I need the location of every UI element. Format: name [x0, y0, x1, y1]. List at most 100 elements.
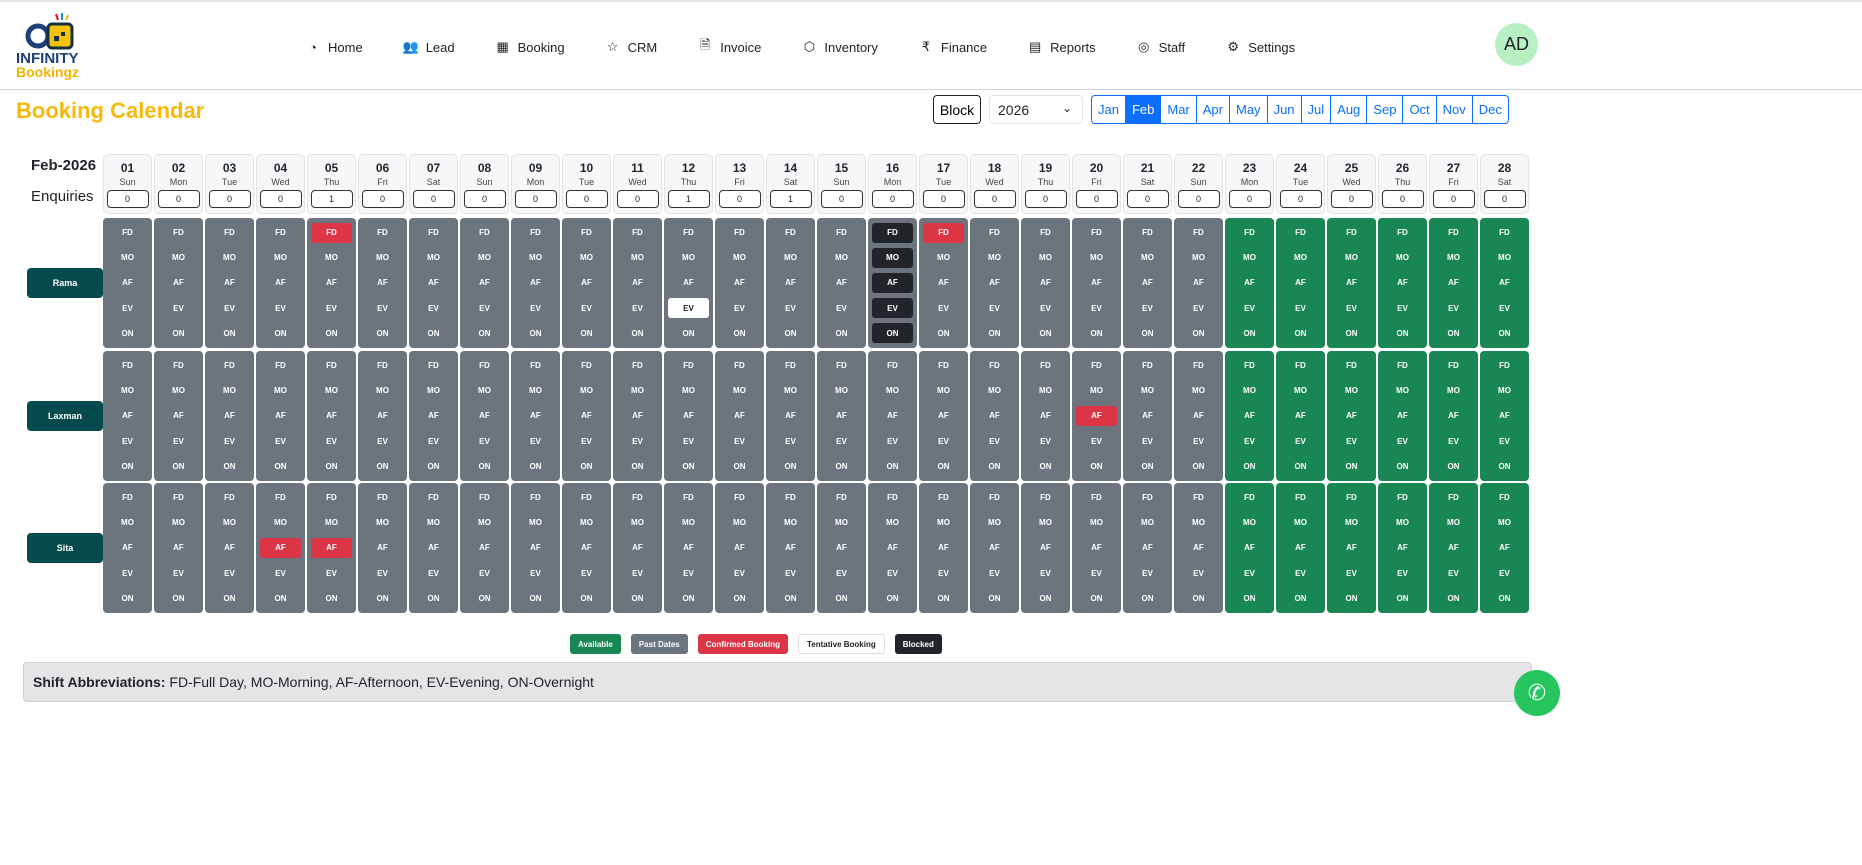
slot-fd[interactable]: FD	[1499, 228, 1510, 238]
slot-on[interactable]: ON	[631, 328, 644, 338]
slot-fd[interactable]: FD	[683, 493, 694, 503]
slot-on[interactable]: ON	[1090, 328, 1103, 338]
enquiry-count-input[interactable]: 0	[1024, 190, 1067, 208]
slot-mo[interactable]: MO	[172, 518, 185, 528]
slot-af[interactable]: AF	[1193, 411, 1204, 421]
slot-fd[interactable]: FD	[224, 493, 235, 503]
slot-fd[interactable]: FD	[887, 493, 898, 503]
slot-ev[interactable]: EV	[1244, 303, 1255, 313]
slot-fd[interactable]: FD	[326, 361, 337, 371]
slot-mo[interactable]: MO	[325, 386, 338, 396]
slot-on[interactable]: ON	[529, 461, 542, 471]
slot-mo[interactable]: MO	[1243, 518, 1256, 528]
year-select[interactable]: 2026 ⌄	[989, 95, 1083, 124]
slot-ev[interactable]: EV	[632, 436, 643, 446]
slot-af[interactable]: AF	[872, 272, 913, 293]
slot-on[interactable]: ON	[172, 328, 185, 338]
slot-ev[interactable]: EV	[1448, 436, 1459, 446]
enquiry-count-input[interactable]: 0	[1483, 190, 1526, 208]
slot-fd[interactable]: FD	[1295, 228, 1306, 238]
slot-af[interactable]: AF	[1346, 411, 1357, 421]
slot-ev[interactable]: EV	[530, 303, 541, 313]
slot-mo[interactable]: MO	[886, 518, 899, 528]
slot-mo[interactable]: MO	[835, 253, 848, 263]
slot-fd[interactable]: FD	[311, 222, 352, 243]
slot-af[interactable]: AF	[581, 543, 592, 553]
slot-ev[interactable]: EV	[1040, 436, 1051, 446]
slot-fd[interactable]: FD	[1193, 228, 1204, 238]
slot-af[interactable]: AF	[428, 411, 439, 421]
slot-af[interactable]: AF	[632, 411, 643, 421]
slot-af[interactable]: AF	[683, 278, 694, 288]
slot-mo[interactable]: MO	[872, 247, 913, 268]
enquiry-count-input[interactable]: 0	[208, 190, 251, 208]
slot-af[interactable]: AF	[173, 278, 184, 288]
slot-af[interactable]: AF	[377, 278, 388, 288]
slot-ev[interactable]: EV	[989, 568, 1000, 578]
slot-on[interactable]: ON	[274, 593, 287, 603]
slot-fd[interactable]: FD	[1244, 361, 1255, 371]
slot-mo[interactable]: MO	[274, 253, 287, 263]
slot-on[interactable]: ON	[937, 593, 950, 603]
slot-ev[interactable]: EV	[1346, 436, 1357, 446]
slot-af[interactable]: AF	[683, 411, 694, 421]
slot-ev[interactable]: EV	[428, 568, 439, 578]
slot-fd[interactable]: FD	[122, 361, 133, 371]
slot-mo[interactable]: MO	[886, 386, 899, 396]
slot-on[interactable]: ON	[733, 461, 746, 471]
slot-mo[interactable]: MO	[835, 518, 848, 528]
slot-on[interactable]: ON	[733, 328, 746, 338]
slot-af[interactable]: AF	[224, 278, 235, 288]
enquiry-count-input[interactable]: 0	[157, 190, 200, 208]
slot-fd[interactable]: FD	[734, 361, 745, 371]
whatsapp-button[interactable]: ✆	[1514, 670, 1560, 716]
slot-af[interactable]: AF	[530, 411, 541, 421]
slot-fd[interactable]: FD	[923, 222, 964, 243]
slot-on[interactable]: ON	[835, 593, 848, 603]
slot-on[interactable]: ON	[784, 461, 797, 471]
slot-mo[interactable]: MO	[631, 253, 644, 263]
slot-ev[interactable]: EV	[1346, 568, 1357, 578]
slot-mo[interactable]: MO	[1447, 386, 1460, 396]
slot-ev[interactable]: EV	[479, 436, 490, 446]
slot-af[interactable]: AF	[1448, 543, 1459, 553]
slot-mo[interactable]: MO	[1192, 518, 1205, 528]
slot-on[interactable]: ON	[223, 593, 236, 603]
slot-af[interactable]: AF	[632, 543, 643, 553]
slot-fd[interactable]: FD	[683, 361, 694, 371]
slot-af[interactable]: AF	[1244, 278, 1255, 288]
slot-mo[interactable]: MO	[1447, 253, 1460, 263]
slot-mo[interactable]: MO	[1243, 253, 1256, 263]
slot-mo[interactable]: MO	[1192, 386, 1205, 396]
slot-mo[interactable]: MO	[427, 386, 440, 396]
slot-ev[interactable]: EV	[1499, 436, 1510, 446]
nav-settings[interactable]: ⚙ Settings	[1225, 36, 1295, 58]
slot-on[interactable]: ON	[1039, 593, 1052, 603]
slot-mo[interactable]: MO	[988, 253, 1001, 263]
enquiry-count-input[interactable]: 0	[871, 190, 914, 208]
slot-on[interactable]: ON	[1141, 461, 1154, 471]
slot-ev[interactable]: EV	[938, 436, 949, 446]
slot-mo[interactable]: MO	[1345, 253, 1358, 263]
slot-on[interactable]: ON	[1447, 328, 1460, 338]
slot-on[interactable]: ON	[1345, 593, 1358, 603]
slot-mo[interactable]: MO	[478, 253, 491, 263]
slot-fd[interactable]: FD	[836, 228, 847, 238]
slot-on[interactable]: ON	[1090, 593, 1103, 603]
slot-fd[interactable]: FD	[785, 493, 796, 503]
slot-mo[interactable]: MO	[1192, 253, 1205, 263]
slot-on[interactable]: ON	[1243, 328, 1256, 338]
slot-mo[interactable]: MO	[580, 386, 593, 396]
slot-on[interactable]: ON	[1447, 593, 1460, 603]
slot-fd[interactable]: FD	[632, 493, 643, 503]
slot-on[interactable]: ON	[1396, 461, 1409, 471]
slot-ev[interactable]: EV	[1040, 303, 1051, 313]
month-jan[interactable]: Jan	[1091, 95, 1126, 124]
slot-fd[interactable]: FD	[1397, 493, 1408, 503]
slot-af[interactable]: AF	[428, 543, 439, 553]
slot-on[interactable]: ON	[1345, 328, 1358, 338]
slot-fd[interactable]: FD	[938, 361, 949, 371]
slot-mo[interactable]: MO	[1141, 518, 1154, 528]
slot-on[interactable]: ON	[1498, 328, 1511, 338]
slot-ev[interactable]: EV	[1142, 436, 1153, 446]
